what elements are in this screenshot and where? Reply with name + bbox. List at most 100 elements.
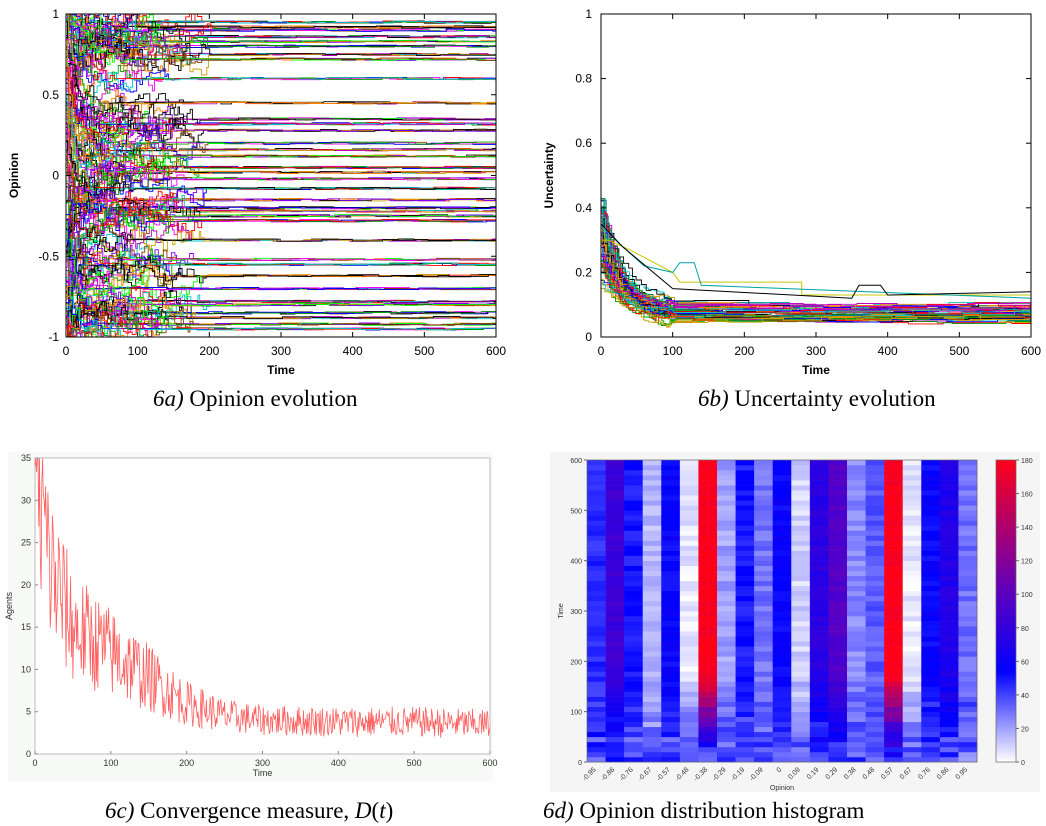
histogram-cell xyxy=(587,545,606,551)
histogram-cell xyxy=(698,631,718,637)
histogram-cell xyxy=(865,731,885,738)
histogram-cell xyxy=(958,656,978,662)
histogram-cell xyxy=(735,721,755,728)
histogram-cell xyxy=(921,590,941,597)
histogram-cell xyxy=(679,530,699,536)
histogram-cell xyxy=(717,636,736,642)
histogram-cell xyxy=(717,716,736,723)
histogram-cell xyxy=(772,505,792,511)
histogram-cell xyxy=(754,490,774,496)
opinion-series-line xyxy=(66,37,496,103)
histogram-cell xyxy=(847,621,866,627)
histogram-cell xyxy=(809,736,829,743)
histogram-cell xyxy=(661,671,681,677)
histogram-cell xyxy=(772,575,792,582)
histogram-cell xyxy=(605,465,625,471)
histogram-cell xyxy=(884,611,904,617)
histogram-cell xyxy=(642,701,662,707)
histogram-cell xyxy=(679,646,699,652)
histogram-cell xyxy=(791,480,811,486)
histogram-cell xyxy=(847,721,866,728)
histogram-cell xyxy=(828,636,848,642)
histogram-cell xyxy=(847,651,866,657)
histogram-cell xyxy=(939,671,959,677)
histogram-cell xyxy=(735,646,755,652)
histogram-cell xyxy=(642,460,662,466)
histogram-cell xyxy=(921,595,941,602)
histogram-cell xyxy=(698,545,718,551)
histogram-cell xyxy=(717,676,736,682)
histogram-cell xyxy=(624,671,644,677)
histogram-cell xyxy=(902,575,922,582)
histogram-cell xyxy=(828,535,848,541)
histogram-cell xyxy=(921,686,941,692)
histogram-cell xyxy=(661,726,681,733)
histogram-cell xyxy=(939,465,959,471)
histogram-cell xyxy=(921,530,941,536)
histogram-cell xyxy=(828,580,848,587)
histogram-cell xyxy=(828,736,848,743)
histogram-cell xyxy=(865,651,885,657)
histogram-cell xyxy=(902,485,922,491)
histogram-cell xyxy=(605,666,625,672)
opinion-series-line xyxy=(66,256,496,297)
histogram-cell xyxy=(865,545,885,551)
histogram-cell xyxy=(902,696,922,702)
histogram-cell xyxy=(605,495,625,501)
histogram-cell xyxy=(939,666,959,672)
histogram-cell xyxy=(661,525,681,531)
histogram-cell xyxy=(679,691,699,697)
histogram-cell xyxy=(605,600,625,607)
histogram-cell xyxy=(958,490,978,496)
histogram-cell xyxy=(939,611,959,617)
histogram-cell xyxy=(809,726,829,733)
histogram-cell xyxy=(717,545,736,551)
histogram-cell xyxy=(587,721,606,728)
histogram-cell xyxy=(717,505,736,511)
histogram-cell xyxy=(958,666,978,672)
histogram-cell xyxy=(587,756,606,763)
histogram-cell xyxy=(884,595,904,602)
histogram-cell xyxy=(587,656,606,662)
histogram-cell xyxy=(884,671,904,677)
histogram-cell xyxy=(679,716,699,723)
histogram-cell xyxy=(587,716,606,723)
histogram-cell xyxy=(735,611,755,617)
histogram-cell xyxy=(772,555,792,561)
opinion-series-line xyxy=(66,226,496,315)
histogram-cell xyxy=(735,570,755,577)
histogram-cell xyxy=(754,480,774,486)
histogram-cell xyxy=(717,590,736,597)
histogram-cell xyxy=(865,631,885,637)
histogram-cell xyxy=(698,470,718,476)
histogram-y-tick-label: 0 xyxy=(578,760,582,767)
histogram-cell xyxy=(847,500,866,506)
histogram-cell xyxy=(828,570,848,577)
histogram-cell xyxy=(809,741,829,748)
histogram-cell xyxy=(698,701,718,707)
histogram-cell xyxy=(717,721,736,728)
histogram-cell xyxy=(939,661,959,667)
histogram-cell xyxy=(865,530,885,536)
histogram-cell xyxy=(679,490,699,496)
histogram-cell xyxy=(624,470,644,476)
histogram-cell xyxy=(939,595,959,602)
histogram-cell xyxy=(847,540,866,546)
histogram-cell xyxy=(828,726,848,733)
histogram-cell xyxy=(791,636,811,642)
histogram-cell xyxy=(791,676,811,682)
histogram-cell xyxy=(902,711,922,717)
histogram-cell xyxy=(902,716,922,723)
histogram-cell xyxy=(958,676,978,682)
histogram-cell xyxy=(717,731,736,738)
histogram-cell xyxy=(754,505,774,511)
histogram-cell xyxy=(884,505,904,511)
histogram-cell xyxy=(772,691,792,697)
opinion-y-tick-label: -0.5 xyxy=(38,249,59,263)
histogram-cell xyxy=(865,470,885,476)
histogram-cell xyxy=(939,480,959,486)
histogram-cell xyxy=(624,741,644,748)
histogram-cell xyxy=(791,611,811,617)
histogram-cell xyxy=(847,701,866,707)
histogram-cell xyxy=(902,751,922,758)
